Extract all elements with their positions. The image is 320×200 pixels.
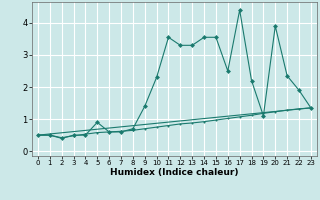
X-axis label: Humidex (Indice chaleur): Humidex (Indice chaleur) xyxy=(110,168,239,177)
